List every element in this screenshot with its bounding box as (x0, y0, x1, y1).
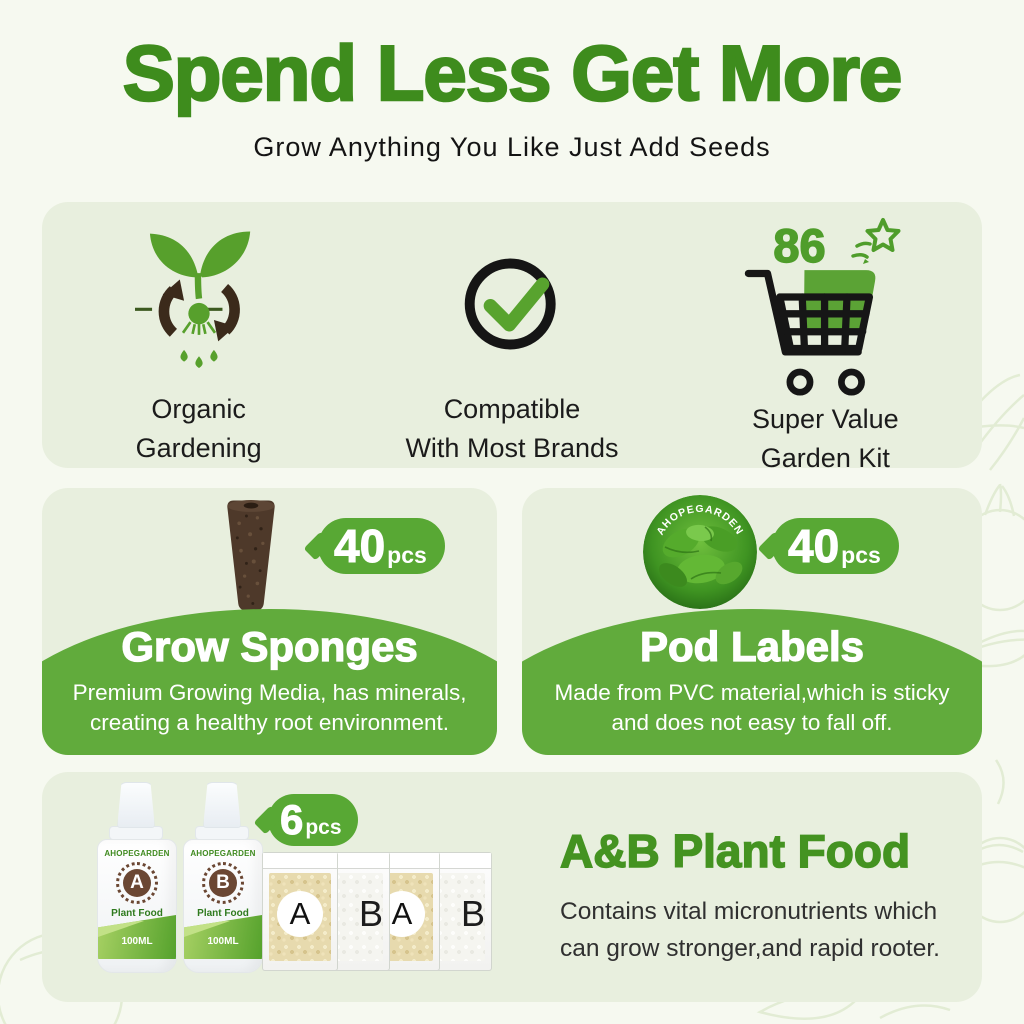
bottle-cap (117, 782, 155, 828)
plant-food-title: A&B Plant Food (559, 824, 911, 878)
grow-sponges-title: Grow Sponges (121, 622, 419, 670)
nutrient-packets: B A B A (262, 852, 532, 972)
feature-super-value: 86 pcs (669, 202, 982, 473)
pod-labels-image: AHOPEGARDEN (643, 495, 757, 609)
sponges-count-unit: pcs (387, 542, 427, 568)
bottle-green-band: 100ML (98, 915, 176, 959)
feature-organic-gardening: Organic Gardening (42, 202, 355, 468)
grow-sponges-description: Premium Growing Media, has minerals, cre… (72, 680, 467, 735)
packet-a1: A (262, 852, 338, 971)
plant-food-card: AHOPEGARDEN A Plant Food 100ML AHOPEGARD… (42, 772, 982, 1002)
pod-labels-description: Made from PVC material,which is sticky a… (554, 680, 950, 735)
plant-food-count-unit: pcs (305, 816, 342, 839)
features-card: Organic Gardening Compatible With Most B… (42, 202, 982, 473)
grow-sponges-card: 40 pcs Grow Sponges Premium Growing Medi… (42, 488, 497, 755)
plant-food-bottle-a: AHOPEGARDEN A Plant Food 100ML (97, 782, 177, 973)
feature-label-organic: Organic Gardening (135, 393, 262, 463)
bottle-letter-badge: B (202, 862, 244, 904)
plant-food-count: 6 (279, 796, 304, 843)
packet-b1: B (314, 852, 390, 971)
page-subtitle: Grow Anything You Like Just Add Seeds (253, 132, 771, 162)
bottle-cap (203, 782, 241, 828)
kit-count: 86 (773, 219, 827, 272)
feature-label-super-value: Super Value Garden Kit (752, 404, 899, 474)
sponges-count-badge: 40 pcs (318, 518, 445, 575)
bottle-volume: 100ML (121, 936, 153, 947)
pod-labels-title: Pod Labels (639, 622, 865, 670)
bottle-brand: AHOPEGARDEN (104, 849, 170, 858)
pod-labels-count-badge: 40 pcs (772, 518, 899, 575)
packet-letter-sticker: A (277, 890, 323, 937)
pod-labels-count-unit: pcs (841, 542, 881, 568)
shopping-cart-icon: 86 pcs (719, 218, 931, 398)
feature-label-compatible: Compatible With Most Brands (405, 393, 619, 463)
bottle-type: Plant Food (111, 908, 163, 919)
grow-sponges-arch: Grow Sponges Premium Growing Media, has … (42, 609, 497, 755)
check-circle-icon (458, 220, 566, 388)
page-title: Spend Less Get More (121, 28, 903, 119)
bottle-type: Plant Food (197, 908, 249, 919)
bottle-green-band: 100ML (184, 915, 262, 959)
bottle-letter-badge: A (116, 862, 158, 904)
organic-gardening-icon (123, 220, 275, 388)
grow-sponge-image (210, 496, 292, 623)
feature-compatible: Compatible With Most Brands (355, 202, 668, 468)
plant-food-description: Contains vital micronutrients which can … (560, 898, 940, 962)
star-sparkle-icon (851, 218, 901, 264)
pod-labels-count: 40 (787, 520, 840, 572)
pod-labels-arch: Pod Labels Made from PVC material,which … (522, 609, 982, 755)
bottle-volume: 100ML (207, 936, 239, 947)
plant-food-count-badge: 6 pcs (268, 794, 358, 847)
pod-labels-card: AHOPEGARDEN 40 pcs Pod Labels Made from … (522, 488, 982, 755)
sponges-count: 40 (333, 520, 386, 572)
plant-food-bottle-b: AHOPEGARDEN B Plant Food 100ML (183, 782, 263, 973)
bottle-brand: AHOPEGARDEN (190, 849, 256, 858)
